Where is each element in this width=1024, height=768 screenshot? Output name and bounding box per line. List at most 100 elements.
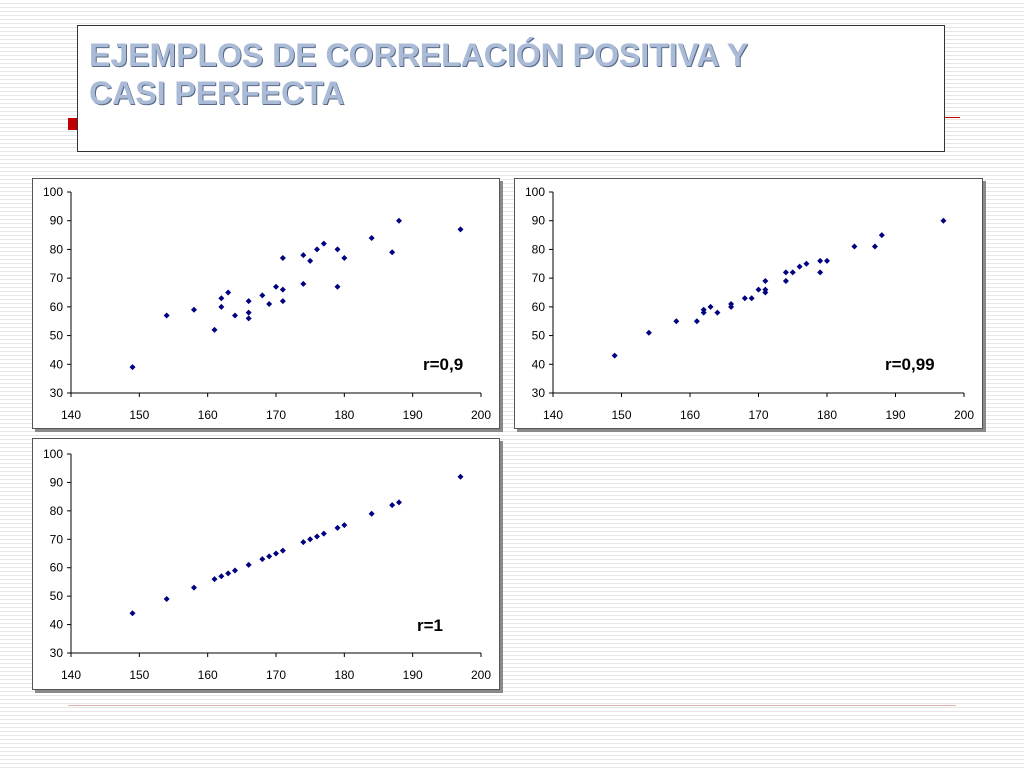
data-point (279, 286, 286, 293)
data-point (266, 300, 273, 307)
data-point (314, 533, 320, 540)
data-point (728, 300, 735, 307)
y-tick-label: 70 (50, 532, 64, 546)
data-point (341, 255, 348, 262)
y-tick-label: 100 (43, 447, 63, 461)
y-tick-label: 100 (43, 185, 63, 199)
title-accent-line (945, 117, 960, 118)
data-point (817, 269, 824, 276)
correlation-label: r=0,99 (885, 355, 935, 374)
data-point (266, 553, 273, 560)
data-point (334, 524, 341, 531)
data-point (225, 289, 232, 296)
data-point (707, 303, 714, 310)
x-tick-label: 200 (471, 668, 491, 682)
data-point (218, 573, 225, 580)
data-point (851, 243, 858, 250)
data-point (796, 263, 803, 270)
data-point (871, 243, 878, 250)
x-tick-label: 140 (61, 668, 81, 682)
data-point (341, 522, 348, 529)
data-point (741, 295, 748, 302)
data-point (163, 312, 170, 319)
slide-title: EJEMPLOS DE CORRELACIÓN POSITIVA Y CASI … (89, 37, 749, 111)
data-point (307, 536, 314, 543)
title-box: EJEMPLOS DE CORRELACIÓN POSITIVA Y CASI … (77, 25, 945, 152)
data-point (129, 610, 136, 617)
y-tick-label: 30 (50, 646, 64, 660)
y-tick-label: 50 (50, 589, 64, 603)
correlation-label: r=0,9 (423, 355, 463, 374)
y-tick-label: 30 (50, 386, 64, 400)
data-point (245, 315, 252, 322)
data-point (396, 499, 402, 506)
data-point (300, 252, 307, 259)
y-tick-label: 90 (50, 214, 64, 228)
data-point (232, 312, 238, 319)
chart-svg: 30 40 50 60 70 80 90 100 140 150 160 170 180 190 200 r=… (43, 185, 491, 422)
data-point (782, 278, 789, 285)
correlation-label: r=1 (417, 616, 443, 635)
scatter-chart-r-0-99: 30 40 50 60 70 80 90 100 140 150 160 170 180 190 200 r=… (514, 178, 983, 429)
data-point (211, 326, 218, 333)
data-point (611, 352, 618, 359)
scatter-chart-r-0-9: 30 40 50 60 70 80 90 100 140 150 160 170 180 190 200 r=… (32, 178, 500, 429)
x-tick-label: 200 (954, 408, 974, 422)
data-point (273, 283, 279, 290)
x-tick-label: 180 (817, 408, 837, 422)
data-point (218, 303, 225, 310)
x-tick-label: 150 (129, 668, 149, 682)
x-tick-label: 160 (198, 408, 218, 422)
data-point (389, 502, 396, 509)
data-point (940, 217, 947, 224)
scatter-chart-r-1: 30 40 50 60 70 80 90 100 140 150 160 170 180 190 200 r=… (32, 438, 500, 690)
chart-svg: 30 40 50 60 70 80 90 100 140 150 160 170 180 190 200 r=… (43, 447, 491, 682)
data-point (782, 269, 789, 276)
x-tick-label: 140 (543, 408, 563, 422)
y-tick-label: 80 (50, 242, 64, 256)
y-tick-label: 80 (532, 242, 546, 256)
y-tick-label: 40 (50, 357, 64, 371)
footer-divider (68, 705, 956, 706)
data-point (129, 364, 136, 371)
title-accent-marker (68, 118, 77, 130)
y-tick-label: 90 (50, 475, 64, 489)
data-point (218, 295, 225, 302)
data-point (457, 473, 464, 480)
data-point (279, 298, 286, 305)
y-tick-label: 60 (50, 561, 64, 575)
data-point (789, 269, 796, 276)
data-point (389, 249, 396, 256)
data-point (803, 260, 810, 267)
data-point (645, 329, 652, 336)
x-tick-label: 140 (61, 408, 81, 422)
y-tick-label: 70 (532, 271, 546, 285)
data-point (320, 240, 327, 247)
data-point (245, 309, 252, 316)
y-tick-label: 60 (50, 300, 64, 314)
data-point (163, 595, 170, 602)
data-point (314, 246, 320, 253)
y-tick-label: 40 (50, 618, 64, 632)
data-point (300, 539, 307, 546)
x-tick-label: 190 (403, 668, 423, 682)
x-tick-label: 150 (611, 408, 631, 422)
data-point (279, 547, 286, 554)
x-tick-label: 180 (334, 668, 354, 682)
x-tick-label: 170 (748, 408, 768, 422)
y-tick-label: 30 (532, 386, 546, 400)
data-point (693, 318, 700, 325)
data-point (273, 550, 279, 557)
data-point (673, 318, 680, 325)
data-point (320, 530, 327, 537)
y-tick-label: 40 (532, 357, 546, 371)
data-point (279, 255, 286, 262)
y-tick-label: 100 (525, 185, 545, 199)
data-point (755, 286, 762, 293)
data-point (368, 234, 375, 241)
x-tick-label: 170 (266, 668, 286, 682)
y-tick-label: 90 (532, 214, 546, 228)
y-tick-label: 70 (50, 271, 64, 285)
data-point (259, 292, 266, 299)
